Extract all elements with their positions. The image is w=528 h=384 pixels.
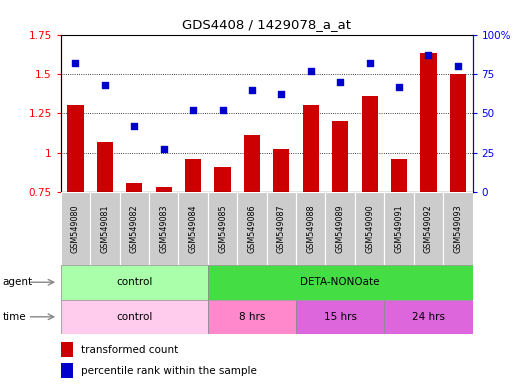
Point bbox=[71, 60, 80, 66]
Text: GSM549092: GSM549092 bbox=[424, 204, 433, 253]
Bar bbox=[214, 167, 231, 192]
Point bbox=[277, 91, 286, 98]
Text: GSM549085: GSM549085 bbox=[218, 204, 227, 253]
Text: control: control bbox=[116, 277, 153, 287]
Point bbox=[218, 107, 227, 113]
Text: 24 hrs: 24 hrs bbox=[412, 312, 445, 322]
Point bbox=[189, 107, 197, 113]
Text: time: time bbox=[3, 312, 26, 322]
Text: GSM549087: GSM549087 bbox=[277, 204, 286, 253]
Text: GSM549090: GSM549090 bbox=[365, 204, 374, 253]
Text: DETA-NONOate: DETA-NONOate bbox=[300, 277, 380, 287]
Text: 8 hrs: 8 hrs bbox=[239, 312, 265, 322]
Text: agent: agent bbox=[3, 277, 33, 287]
Text: 15 hrs: 15 hrs bbox=[324, 312, 357, 322]
Text: GSM549091: GSM549091 bbox=[394, 204, 403, 253]
Text: GSM549088: GSM549088 bbox=[306, 204, 315, 253]
Bar bbox=[267, 192, 296, 265]
Bar bbox=[126, 182, 143, 192]
Bar bbox=[61, 265, 208, 300]
Text: GSM549093: GSM549093 bbox=[454, 204, 463, 253]
Bar bbox=[61, 300, 208, 334]
Bar bbox=[149, 192, 178, 265]
Point bbox=[395, 83, 403, 89]
Bar bbox=[296, 192, 325, 265]
Bar bbox=[355, 192, 384, 265]
Text: GSM549083: GSM549083 bbox=[159, 204, 168, 253]
Point bbox=[424, 52, 432, 58]
Point bbox=[159, 146, 168, 152]
Point bbox=[130, 123, 138, 129]
Bar bbox=[325, 192, 355, 265]
Text: transformed count: transformed count bbox=[81, 345, 178, 355]
Point bbox=[336, 79, 344, 85]
Bar bbox=[208, 265, 473, 300]
Point bbox=[101, 82, 109, 88]
Text: GDS4408 / 1429078_a_at: GDS4408 / 1429078_a_at bbox=[182, 18, 351, 31]
Bar bbox=[90, 192, 119, 265]
Text: GSM549082: GSM549082 bbox=[130, 204, 139, 253]
Point bbox=[454, 63, 462, 69]
Text: percentile rank within the sample: percentile rank within the sample bbox=[81, 366, 257, 376]
Bar bbox=[97, 142, 113, 192]
Bar bbox=[274, 149, 289, 192]
Text: GSM549086: GSM549086 bbox=[248, 204, 257, 253]
Bar bbox=[208, 300, 296, 334]
Bar bbox=[391, 159, 407, 192]
Text: control: control bbox=[116, 312, 153, 322]
Bar bbox=[156, 187, 172, 192]
Bar bbox=[303, 106, 319, 192]
Bar bbox=[61, 192, 90, 265]
Bar bbox=[450, 74, 466, 192]
Bar bbox=[362, 96, 378, 192]
Bar bbox=[178, 192, 208, 265]
Bar bbox=[384, 192, 414, 265]
Text: GSM549089: GSM549089 bbox=[336, 204, 345, 253]
Bar bbox=[332, 121, 348, 192]
Bar bbox=[237, 192, 267, 265]
Text: GSM549084: GSM549084 bbox=[188, 204, 197, 253]
Bar bbox=[244, 135, 260, 192]
Bar bbox=[208, 192, 237, 265]
Point bbox=[248, 87, 256, 93]
Bar bbox=[61, 363, 73, 378]
Text: GSM549081: GSM549081 bbox=[100, 204, 109, 253]
Bar bbox=[420, 53, 437, 192]
Bar bbox=[384, 300, 473, 334]
Bar bbox=[185, 159, 201, 192]
Bar bbox=[296, 300, 384, 334]
Point bbox=[307, 68, 315, 74]
Point bbox=[365, 60, 374, 66]
Bar bbox=[443, 192, 473, 265]
Text: GSM549080: GSM549080 bbox=[71, 204, 80, 253]
Bar bbox=[414, 192, 443, 265]
Bar bbox=[61, 342, 73, 357]
Bar bbox=[119, 192, 149, 265]
Bar bbox=[68, 106, 83, 192]
